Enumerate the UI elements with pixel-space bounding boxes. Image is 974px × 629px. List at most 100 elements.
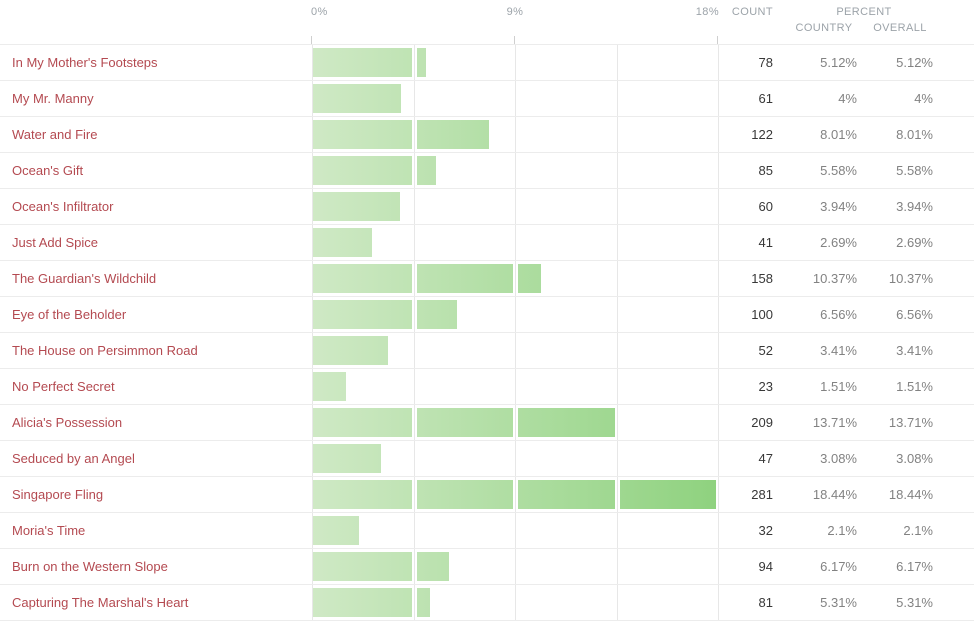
bar-segment-gap [513,264,518,293]
book-title-link[interactable]: Seduced by an Angel [12,451,135,466]
bar-chart-cell [312,261,719,296]
table-row: No Perfect Secret 23 1.51% 1.51% [0,369,974,405]
row-filler [933,153,974,188]
book-title-link[interactable]: Water and Fire [12,127,98,142]
overall-percent-value: 1.51% [896,379,933,394]
axis-tick-mark-9 [514,36,515,44]
row-filler [933,333,974,368]
book-title-link[interactable]: The Guardian's Wildchild [12,271,157,286]
percentage-bar [313,156,436,185]
row-filler [933,441,974,476]
count-value: 100 [751,307,773,322]
bar-chart-cell [312,45,719,80]
count-value: 281 [751,487,773,502]
bar-segment-gap [614,480,620,509]
percentage-bar [313,120,490,149]
bar-chart-cell [312,513,719,548]
overall-percent-value: 10.37% [888,271,933,286]
row-filler [933,405,974,440]
book-title-link[interactable]: In My Mother's Footsteps [12,55,158,70]
percentage-bar [313,192,400,221]
count-value: 52 [758,343,773,358]
column-header-overall: OVERALL [873,22,927,34]
count-value: 158 [751,271,773,286]
bar-chart-cell [312,477,719,512]
overall-percent-value: 8.01% [896,127,933,142]
bar-chart-cell [312,153,719,188]
country-percent-value: 1.51% [820,379,857,394]
book-title-link[interactable]: Burn on the Western Slope [12,559,168,574]
count-value: 209 [751,415,773,430]
country-percent-value: 4% [838,91,857,106]
row-filler [933,81,974,116]
overall-percent-value: 18.44% [888,487,933,502]
book-title-link[interactable]: Eye of the Beholder [12,307,127,322]
book-title-link[interactable]: The House on Persimmon Road [12,343,198,358]
percentage-bar [313,300,458,329]
overall-percent-value: 13.71% [888,415,933,430]
country-percent-value: 2.69% [820,235,857,250]
bar-chart-cell [312,117,719,152]
percentage-bar [313,84,402,113]
overall-percent-value: 3.08% [896,451,933,466]
row-filler [933,45,974,80]
book-title-link[interactable]: Just Add Spice [12,235,98,250]
bar-chart-cell [312,549,719,584]
table-row: The Guardian's Wildchild 158 10.37% 10.3… [0,261,974,297]
book-title-link[interactable]: Singapore Fling [12,487,104,502]
overall-percent-value: 3.41% [896,343,933,358]
table-row: My Mr. Manny 61 4% 4% [0,81,974,117]
percentage-bar [313,444,381,473]
axis-tick-label-18: 18% [695,6,719,18]
country-percent-value: 3.08% [820,451,857,466]
table-row: Ocean's Infiltrator 60 3.94% 3.94% [0,189,974,225]
row-filler [933,369,974,404]
bar-segment-gap [411,552,417,581]
bar-segment-gap [411,264,417,293]
overall-percent-value: 5.58% [896,163,933,178]
row-filler [933,549,974,584]
overall-percent-value: 5.31% [896,595,933,610]
overall-percent-value: 4% [914,91,933,106]
country-percent-value: 6.17% [820,559,857,574]
count-value: 122 [751,127,773,142]
results-table: In My Mother's Footsteps 78 5.12% 5.12% … [0,44,974,621]
country-percent-value: 5.58% [820,163,857,178]
bar-segment-gap [411,120,417,149]
overall-percent-value: 2.69% [896,235,933,250]
bar-segment-gap [411,156,417,185]
count-value: 32 [758,523,773,538]
book-title-link[interactable]: Alicia's Possession [12,415,123,430]
country-percent-value: 5.31% [820,595,857,610]
bar-chart-cell [312,81,719,116]
country-percent-value: 8.01% [820,127,857,142]
percentage-bar [313,516,360,545]
percentage-bar [313,372,347,401]
row-filler [933,477,974,512]
row-filler [933,189,974,224]
book-title-link[interactable]: Ocean's Infiltrator [12,199,114,214]
bar-segment-gap [411,480,417,509]
row-filler [933,225,974,260]
book-title-link[interactable]: Capturing The Marshal's Heart [12,595,189,610]
column-header-country: COUNTRY [795,22,853,34]
axis-tick-mark-0 [311,36,312,44]
book-title-link[interactable]: Moria's Time [12,523,86,538]
bar-chart-cell [312,441,719,476]
count-value: 47 [758,451,773,466]
book-title-link[interactable]: No Perfect Secret [12,379,115,394]
percentage-bar [313,336,389,365]
bar-chart-cell [312,405,719,440]
book-title-link[interactable]: Ocean's Gift [12,163,84,178]
percentage-bar [313,408,615,437]
book-title-link[interactable]: My Mr. Manny [12,91,94,106]
axis-tick-label-0: 0% [311,6,328,18]
table-row: Capturing The Marshal's Heart 81 5.31% 5… [0,585,974,621]
table-row: The House on Persimmon Road 52 3.41% 3.4… [0,333,974,369]
count-value: 60 [758,199,773,214]
count-value: 61 [758,91,773,106]
bar-chart-cell [312,225,719,260]
axis-tick-mark-18 [717,36,718,44]
percentage-bar [313,480,716,509]
overall-percent-value: 6.17% [896,559,933,574]
